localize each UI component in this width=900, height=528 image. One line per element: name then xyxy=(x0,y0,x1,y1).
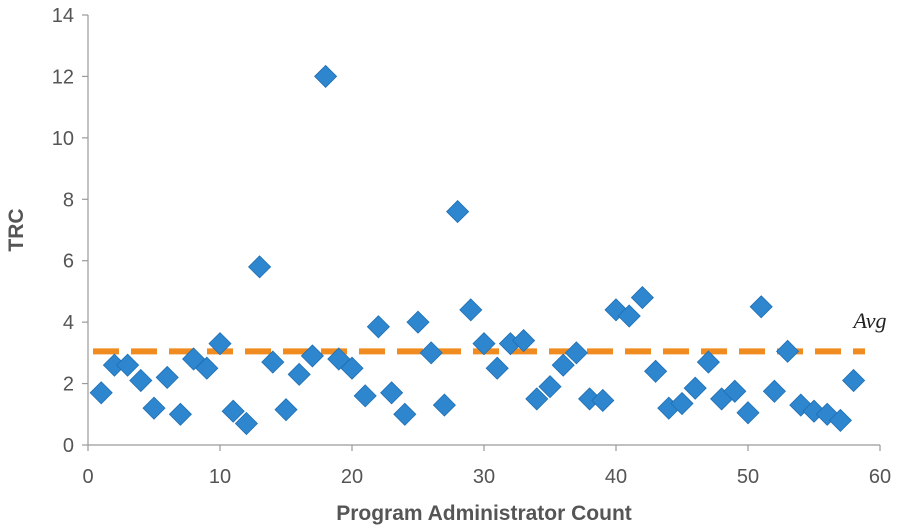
x-tick-label: 40 xyxy=(605,466,627,488)
x-axis-title: Program Administrator Count xyxy=(336,502,632,525)
data-point xyxy=(762,379,786,403)
data-point xyxy=(828,408,852,432)
y-tick-label: 2 xyxy=(63,374,74,396)
data-point xyxy=(525,387,549,411)
data-point xyxy=(195,356,219,380)
data-point xyxy=(261,350,285,374)
data-point xyxy=(314,64,338,88)
data-point xyxy=(168,402,192,426)
axes: 0 2 4 6 8 10 12 14 0 10 20 30 40 50 60 xyxy=(52,5,891,488)
y-tick-label: 8 xyxy=(63,189,74,211)
data-point xyxy=(234,411,258,436)
x-tick-label: 0 xyxy=(82,466,93,488)
data-point xyxy=(696,350,720,374)
data-point xyxy=(380,381,404,405)
data-point xyxy=(842,368,866,393)
data-point xyxy=(630,286,654,310)
data-point xyxy=(208,332,232,356)
data-point xyxy=(287,362,311,386)
data-point xyxy=(644,359,668,383)
data-point xyxy=(353,384,377,408)
data-points xyxy=(89,64,866,436)
data-point xyxy=(723,379,747,403)
x-tick-label: 10 xyxy=(209,466,231,488)
data-point xyxy=(432,393,456,417)
data-point xyxy=(776,339,800,363)
data-point xyxy=(366,315,390,339)
data-point xyxy=(155,365,179,389)
data-point xyxy=(446,200,470,224)
data-point xyxy=(248,255,272,279)
x-tick-label: 50 xyxy=(737,466,759,488)
x-tick-label: 20 xyxy=(341,466,363,488)
y-tick-label: 10 xyxy=(52,128,74,150)
y-tick-label: 6 xyxy=(63,251,74,273)
average-label: Avg xyxy=(852,308,887,333)
y-axis-title: TRC xyxy=(5,208,28,251)
x-tick-label: 30 xyxy=(473,466,495,488)
data-point xyxy=(406,310,430,334)
data-point xyxy=(485,356,509,380)
data-point xyxy=(340,356,364,380)
data-point xyxy=(749,295,773,319)
data-point xyxy=(472,332,496,356)
data-point xyxy=(815,402,839,426)
data-point xyxy=(274,398,298,422)
data-point xyxy=(459,298,483,322)
y-tick-label: 4 xyxy=(63,312,74,334)
data-point xyxy=(419,341,443,365)
y-tick-label: 12 xyxy=(52,66,74,88)
data-point xyxy=(221,399,245,423)
data-point xyxy=(129,368,153,393)
data-point xyxy=(393,402,417,426)
data-point xyxy=(538,375,562,399)
y-tick-label: 14 xyxy=(52,5,74,27)
data-point xyxy=(564,341,588,365)
data-point xyxy=(89,381,113,405)
data-point xyxy=(142,396,166,420)
data-point xyxy=(683,376,707,400)
data-point xyxy=(670,391,694,416)
data-point xyxy=(551,353,575,377)
data-point xyxy=(512,329,536,353)
y-tick-label: 0 xyxy=(63,435,74,457)
data-point xyxy=(591,388,615,413)
data-point xyxy=(116,353,140,377)
x-tick-label: 60 xyxy=(869,466,891,488)
data-point xyxy=(736,401,760,425)
data-point xyxy=(617,304,641,328)
data-point xyxy=(300,344,324,368)
